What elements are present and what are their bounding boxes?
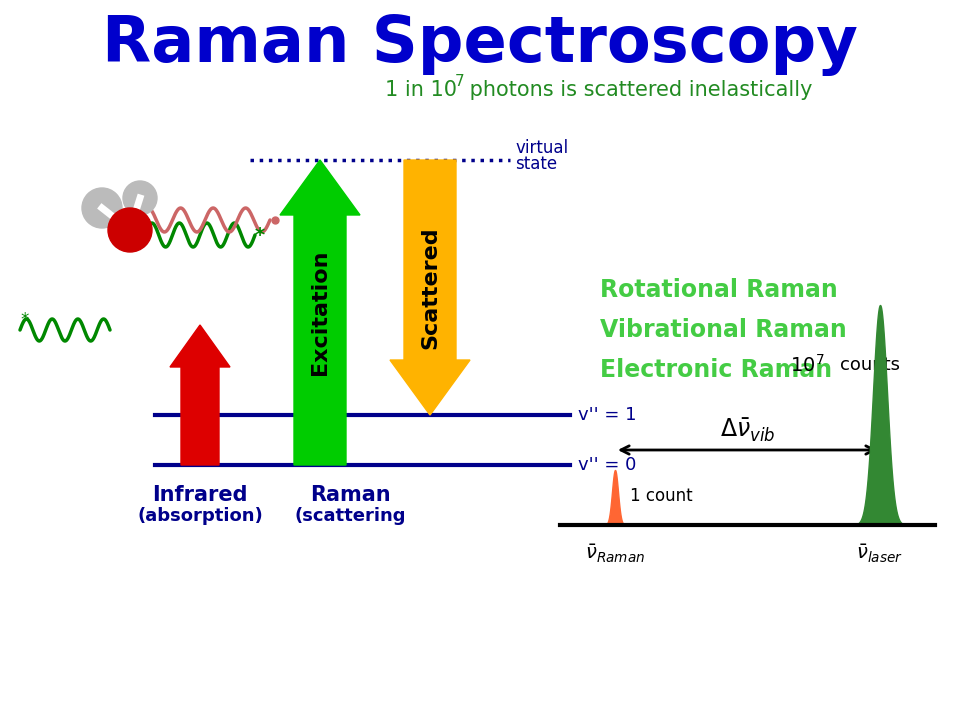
- Text: ≈: ≈: [868, 372, 892, 394]
- Text: (scattering: (scattering: [295, 507, 406, 525]
- Text: 1 count: 1 count: [630, 487, 692, 505]
- Text: Electronic Raman: Electronic Raman: [600, 358, 832, 382]
- Text: Raman Spectroscopy: Raman Spectroscopy: [102, 14, 858, 76]
- Text: Vibrational Raman: Vibrational Raman: [600, 318, 847, 342]
- Circle shape: [108, 208, 152, 252]
- Text: state: state: [515, 155, 557, 173]
- Text: $\Delta\bar{\nu}_{vib}$: $\Delta\bar{\nu}_{vib}$: [720, 417, 776, 444]
- Circle shape: [82, 188, 122, 228]
- Circle shape: [123, 181, 157, 215]
- Polygon shape: [170, 325, 230, 465]
- Text: *: *: [255, 225, 265, 245]
- Text: Raman: Raman: [310, 485, 391, 505]
- Text: 7: 7: [455, 74, 465, 89]
- Text: photons is scattered inelastically: photons is scattered inelastically: [463, 80, 812, 100]
- Text: v'' = 0: v'' = 0: [578, 456, 636, 474]
- Polygon shape: [280, 160, 360, 465]
- Text: Infrared: Infrared: [153, 485, 248, 505]
- Text: Scattered: Scattered: [420, 226, 440, 348]
- Text: Excitation: Excitation: [310, 250, 330, 375]
- Text: Rotational Raman: Rotational Raman: [600, 278, 838, 302]
- Text: $\bar{\nu}_{Raman}$: $\bar{\nu}_{Raman}$: [585, 543, 645, 565]
- Text: v'' = 1: v'' = 1: [578, 406, 636, 424]
- Text: *: *: [21, 311, 29, 329]
- Text: 1 in 10: 1 in 10: [385, 80, 457, 100]
- Text: $\bar{\nu}_{laser}$: $\bar{\nu}_{laser}$: [856, 543, 903, 565]
- Text: counts: counts: [840, 356, 900, 374]
- Polygon shape: [390, 160, 470, 415]
- Text: $10^7$: $10^7$: [790, 354, 825, 376]
- Text: (absorption): (absorption): [137, 507, 263, 525]
- Text: virtual: virtual: [515, 139, 568, 157]
